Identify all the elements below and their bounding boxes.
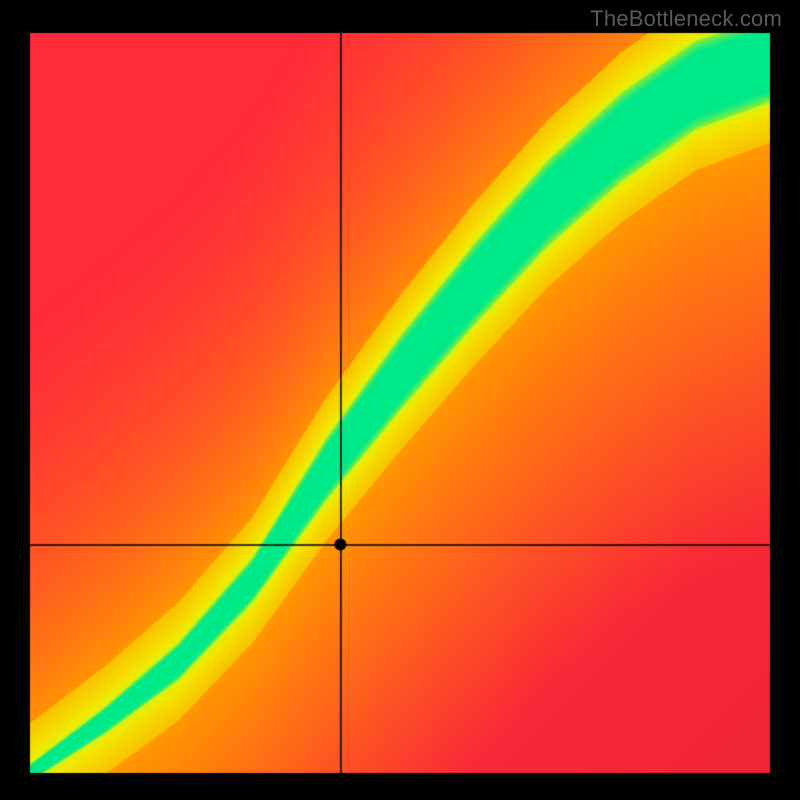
watermark-text: TheBottleneck.com xyxy=(590,6,782,32)
chart-root: TheBottleneck.com xyxy=(0,0,800,800)
heatmap-canvas xyxy=(0,0,800,800)
